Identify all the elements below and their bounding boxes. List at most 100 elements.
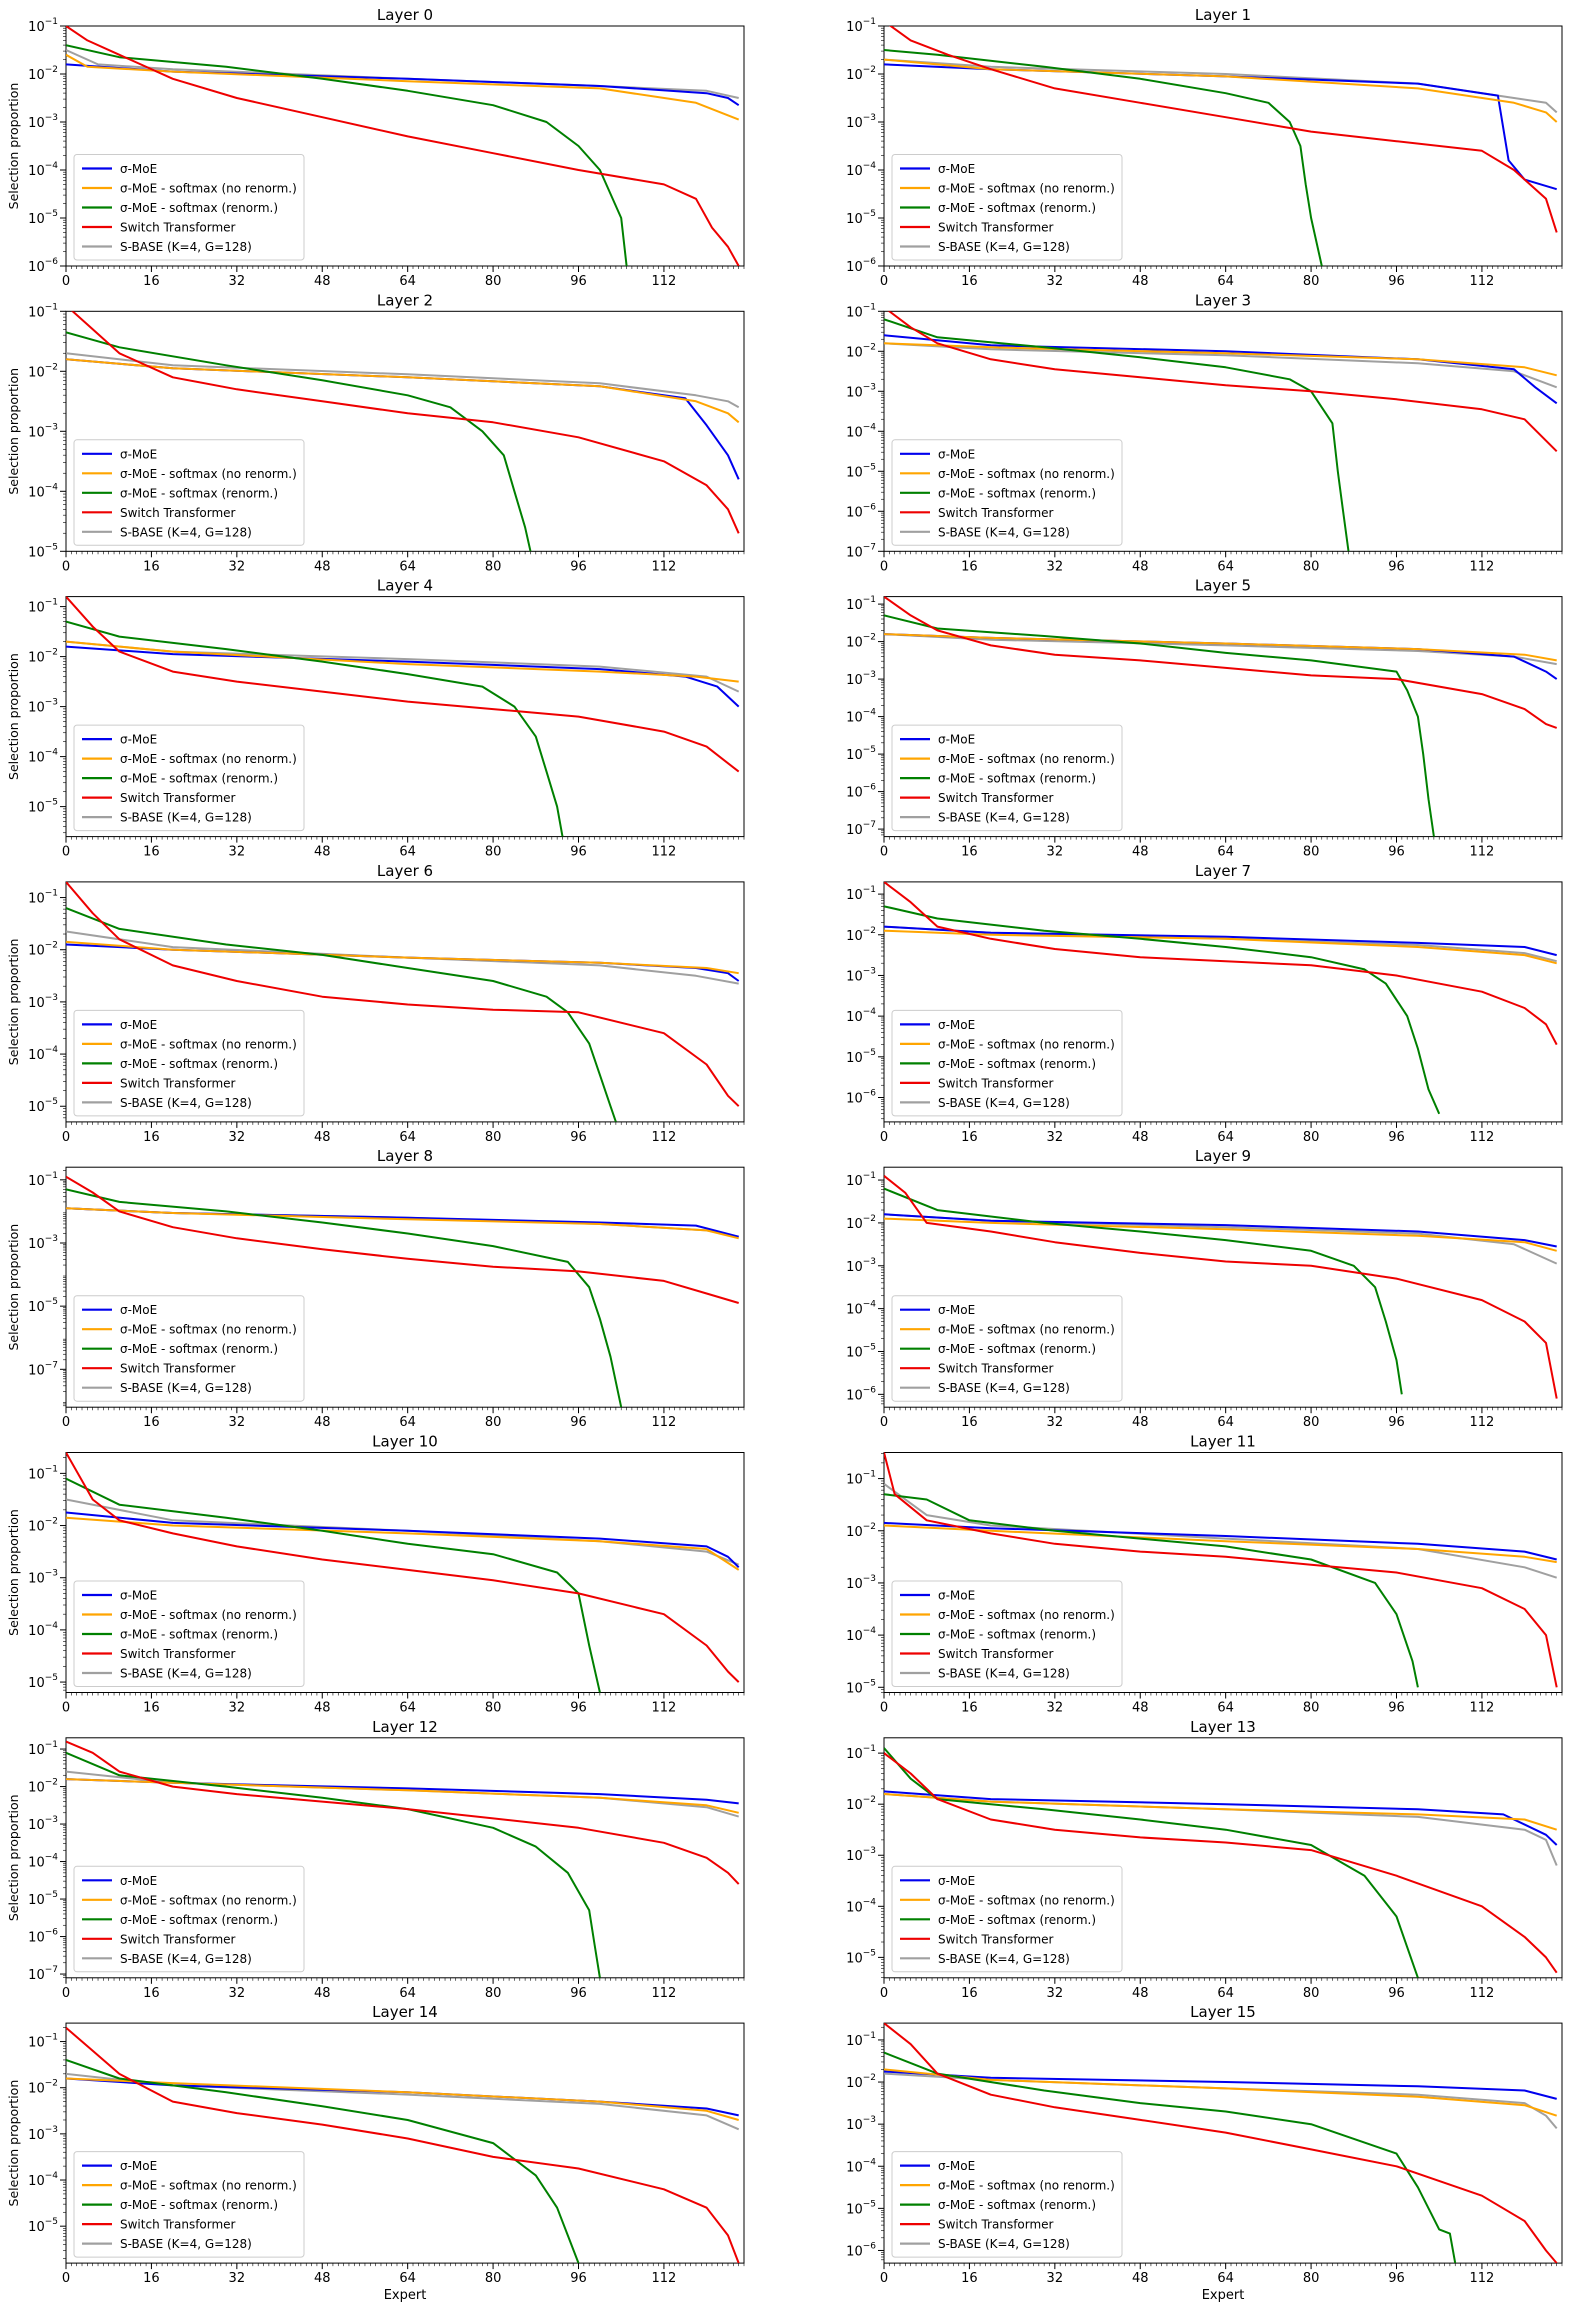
legend-label: σ-MoE - softmax (no renorm.) (120, 2179, 297, 2193)
x-tick-label: 80 (485, 1130, 502, 1145)
x-tick-label: 64 (399, 1986, 416, 2001)
series-line-1 (66, 640, 739, 683)
y-tick-label: 10−5 (28, 209, 58, 227)
y-tick-label: 10−3 (846, 2115, 876, 2133)
chart-layer-12: Layer 12 0 16 32 48 64 80 96 112 10−7 10−6 10−5 10−4… (6, 1718, 745, 2001)
x-tick-label: 16 (961, 2271, 978, 2286)
y-tick-label: 10−2 (846, 65, 876, 83)
chart-title: Layer 12 (372, 1718, 438, 1736)
x-tick-label: 16 (961, 845, 978, 860)
legend-label: σ-MoE - softmax (no renorm.) (938, 1608, 1115, 1622)
x-tick-label: 16 (143, 1130, 160, 1145)
chart-title: Layer 6 (377, 862, 433, 880)
y-tick-label: 10−4 (846, 1007, 876, 1025)
legend-label: σ-MoE (120, 1874, 157, 1888)
series-line-0 (884, 1790, 1558, 1846)
plot-frame (65, 1737, 745, 1979)
series-line-4 (66, 930, 739, 985)
legend-label: σ-MoE - softmax (renorm.) (120, 2198, 278, 2212)
x-tick-label: 96 (570, 845, 587, 860)
series-group (884, 311, 1558, 552)
legend-label: σ-MoE - softmax (renorm.) (120, 1057, 278, 1071)
x-tick-label: 48 (1132, 2271, 1149, 2286)
x-tick-label: 80 (485, 1701, 502, 1716)
x-tick-label: 0 (880, 1986, 888, 2001)
x-tick-label: 96 (570, 1415, 587, 1430)
series-group (884, 26, 1558, 266)
legend-label: Switch Transformer (938, 1647, 1054, 1661)
legend-label: σ-MoE - softmax (renorm.) (938, 201, 1096, 215)
y-tick-label: 10−6 (846, 257, 876, 275)
y-tick-label: 10−4 (28, 1853, 58, 1871)
legend-label: Switch Transformer (938, 506, 1054, 520)
series-line-3 (888, 26, 1558, 233)
x-tick-label: 32 (229, 1986, 246, 2001)
y-axis-label: Selection proportion (6, 83, 21, 210)
chart-layer-9: Layer 9 0 16 32 48 64 80 96 112 10−6 10−5 10−4 10−3 1… (846, 1147, 1563, 1430)
x-tick-label: 16 (143, 845, 160, 860)
y-axis-label: Selection proportion (6, 1509, 21, 1636)
y-tick-label: 10−1 (28, 1740, 58, 1758)
x-tick-label: 96 (1388, 1130, 1405, 1145)
x-tick-label: 80 (1303, 274, 1320, 289)
series-line-4 (884, 342, 1558, 389)
x-tick-label: 96 (1388, 559, 1405, 574)
x-tick-label: 32 (1047, 2271, 1064, 2286)
series-line-0 (884, 1521, 1557, 1561)
legend-label: Switch Transformer (938, 1362, 1054, 1376)
y-tick-label: 10−5 (846, 462, 876, 480)
y-tick-label: 10−4 (846, 422, 876, 440)
plot-frame (65, 2022, 745, 2264)
legend-box (73, 439, 305, 546)
y-tick-label: 10−4 (846, 1626, 876, 1644)
legend-label: Switch Transformer (120, 2218, 236, 2232)
y-axis-label: Selection proportion (6, 653, 21, 780)
chart-title: Layer 5 (1195, 577, 1251, 595)
y-tick-label: 10−1 (846, 17, 876, 35)
y-tick-label: 10−6 (28, 257, 58, 275)
x-tick-label: 112 (652, 2271, 677, 2286)
series-group (66, 881, 740, 1122)
y-tick-label: 10−3 (28, 1815, 58, 1833)
legend-label: σ-MoE - softmax (no renorm.) (938, 182, 1115, 196)
y-tick-label: 10−5 (28, 1673, 58, 1691)
series-line-3 (884, 2023, 1558, 2264)
chart-layer-1: Layer 1 0 16 32 48 64 80 96 112 10−6 10−5 10−4 10−3 1… (846, 6, 1563, 289)
y-tick-label: 10−6 (846, 2241, 876, 2259)
x-tick-label: 0 (880, 2271, 888, 2286)
x-tick-label: 96 (1388, 1415, 1405, 1430)
legend-label: σ-MoE (938, 1303, 975, 1317)
x-tick-label: 48 (1132, 559, 1149, 574)
plot-frame (883, 1166, 1563, 1408)
legend-box (891, 1009, 1123, 1117)
y-tick-label: 10−1 (28, 2033, 58, 2051)
y-tick-label: 10−6 (846, 1088, 876, 1106)
y-tick-label: 10−4 (846, 1300, 876, 1318)
x-tick-label: 32 (1047, 559, 1064, 574)
x-tick-label: 64 (1217, 274, 1234, 289)
x-tick-label: 48 (314, 2271, 331, 2286)
series-line-2 (884, 1493, 1419, 1688)
series-group (66, 1740, 740, 1978)
x-tick-label: 96 (570, 1130, 587, 1145)
legend-label: σ-MoE - softmax (no renorm.) (120, 1323, 297, 1337)
x-tick-label: 32 (229, 1130, 246, 1145)
legend-label: σ-MoE - softmax (renorm.) (120, 772, 278, 786)
x-tick-label: 32 (229, 845, 246, 860)
legend-label: σ-MoE - softmax (no renorm.) (120, 1893, 297, 1907)
legend-label: σ-MoE (938, 1018, 975, 1032)
x-tick-label: 96 (570, 2271, 587, 2286)
legend-box (891, 1295, 1123, 1402)
y-tick-label: 10−5 (846, 1048, 876, 1066)
series-line-2 (66, 44, 628, 266)
y-axis-label: Selection proportion (6, 2080, 21, 2207)
y-tick-label: 10−6 (846, 783, 876, 801)
x-tick-label: 0 (62, 845, 70, 860)
series-group (884, 881, 1558, 1115)
x-tick-label: 0 (880, 845, 888, 860)
x-tick-label: 48 (314, 1130, 331, 1145)
series-line-2 (884, 49, 1323, 266)
x-tick-label: 96 (1388, 1986, 1405, 2001)
legend-label: σ-MoE - softmax (renorm.) (938, 1913, 1096, 1927)
series-group (66, 311, 740, 552)
